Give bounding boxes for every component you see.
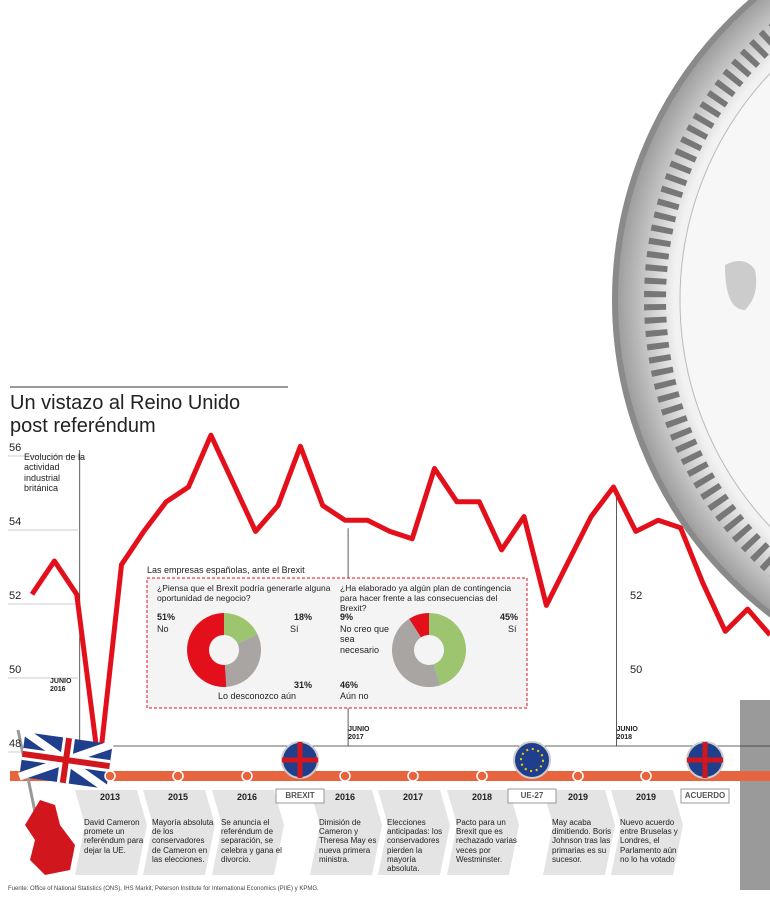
y-tick-label: 52 xyxy=(630,590,643,602)
coin-face xyxy=(679,72,770,528)
line xyxy=(29,432,770,771)
x-tick-label: JUNIO 2018 xyxy=(616,726,638,742)
timeline-dot xyxy=(241,770,253,782)
uk-map xyxy=(25,800,75,875)
event-box xyxy=(310,790,382,875)
event-box xyxy=(212,790,284,875)
value-label: 18% xyxy=(293,612,312,622)
timeline-year: 2016 xyxy=(334,792,356,802)
category-label: Sí xyxy=(290,624,299,634)
badge xyxy=(507,788,557,804)
event-box xyxy=(143,790,215,875)
pie-question: ¿Ha elaborado ya algún plan de contingen… xyxy=(340,583,512,613)
pie-slice xyxy=(224,613,258,644)
badge xyxy=(275,788,325,804)
badge xyxy=(680,788,730,804)
category-label: Sí xyxy=(508,624,517,634)
timeline-dot xyxy=(407,770,419,782)
timeline-dot xyxy=(104,770,116,782)
timeline-year: 2016 xyxy=(236,792,258,802)
coin-map xyxy=(725,261,757,310)
pie-slice xyxy=(429,613,466,686)
source: Fuente: Office of National Statistics (O… xyxy=(8,886,319,892)
category-label: No xyxy=(157,624,169,634)
timeline-text: Mayoría absoluta de los conservadores de… xyxy=(152,818,214,864)
badge-cross xyxy=(687,742,723,778)
value-label: 31% xyxy=(293,680,312,690)
survey-title: Las empresas españolas, ante el Brexit xyxy=(147,565,305,575)
timeline-year: 2019 xyxy=(635,792,657,802)
badge-cross xyxy=(282,742,318,778)
timeline-text: May acaba dimitiendo. Boris Johnson tras… xyxy=(552,818,612,864)
timeline-year: 2017 xyxy=(402,792,424,802)
y-tick-label: 54 xyxy=(9,516,22,528)
event-box xyxy=(447,790,519,875)
y-tick-label: 52 xyxy=(9,590,22,602)
y-tick-label: 50 xyxy=(630,664,643,676)
pie-slice xyxy=(409,613,429,638)
timeline-dot xyxy=(572,770,584,782)
badge-label: ACUERDO xyxy=(684,791,726,800)
flag xyxy=(17,728,114,793)
badge-label: BREXIT xyxy=(285,791,315,800)
timeline-dot xyxy=(172,770,184,782)
x-tick-label: JUNIO 2017 xyxy=(348,726,370,742)
y-tick-label: 56 xyxy=(9,442,22,454)
timeline-dot xyxy=(476,770,488,782)
timeline-text: Pacto para un Brexit que es rechazado va… xyxy=(456,818,517,864)
pie-slice xyxy=(224,634,262,687)
y-axis-label: Evolución de la actividad industrial bri… xyxy=(24,452,86,494)
timeline-text: David Cameron promete un referéndum para… xyxy=(84,818,144,855)
badge-flag xyxy=(513,741,551,779)
value-label: 9% xyxy=(340,612,354,622)
badge-stars xyxy=(520,748,544,772)
y-tick-label: 50 xyxy=(9,664,22,676)
timeline-text: Se anuncia el referéndum de separación, … xyxy=(221,818,282,864)
pie-question: ¿Piensa que el Brexit podría generarle a… xyxy=(157,583,331,603)
timeline-text: Elecciones anticipadas: los conservadore… xyxy=(387,818,443,873)
zipper xyxy=(740,700,770,890)
timeline-year: 2013 xyxy=(99,792,121,802)
event-box xyxy=(611,790,683,875)
timeline-bar xyxy=(10,771,770,781)
timeline-dot xyxy=(640,770,652,782)
x-tick-label: JUNIO 2016 xyxy=(50,678,72,694)
timeline-text: Nuevo acuerdo entre Bruselas y Londres, … xyxy=(620,818,678,864)
timeline-text: Dimisión de Cameron y Theresa May es nue… xyxy=(319,818,377,864)
timeline-year: 2019 xyxy=(567,792,589,802)
y-tick-label: 48 xyxy=(9,738,22,750)
badge-label: UE-27 xyxy=(520,791,544,800)
timeline-dot xyxy=(339,770,351,782)
value-label: 51% xyxy=(157,612,176,622)
event-box xyxy=(543,790,615,875)
title: Un vistazo al Reino Unido post referéndu… xyxy=(10,392,241,437)
timeline-year: 2018 xyxy=(471,792,493,802)
category-label: No creo que sea necesario xyxy=(340,624,390,655)
value-label: 46% xyxy=(340,680,359,690)
timeline-year: 2015 xyxy=(167,792,189,802)
pie-slice xyxy=(391,618,441,688)
category-label: Lo desconozco aún xyxy=(218,691,297,701)
event-box xyxy=(75,790,147,875)
event-box xyxy=(378,790,450,875)
value-label: 45% xyxy=(499,612,518,622)
pie-slice xyxy=(187,613,227,687)
category-label: Aún no xyxy=(340,691,369,701)
